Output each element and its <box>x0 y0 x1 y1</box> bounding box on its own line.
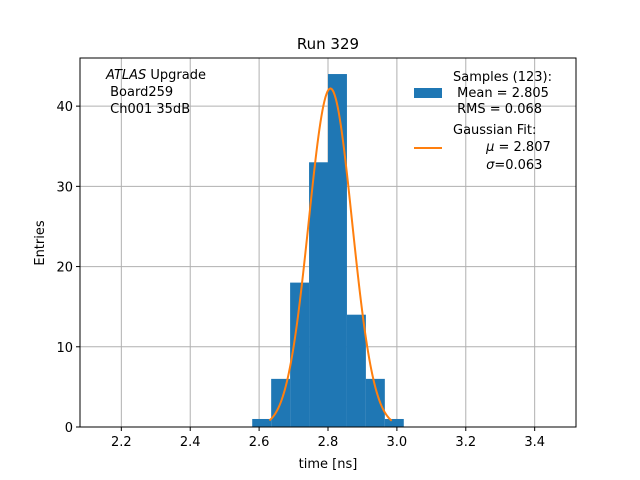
legend-sigma-value: =0.063 <box>494 158 542 173</box>
legend-samples-swatch <box>414 88 442 98</box>
y-axis-ticks: 0 10 20 30 40 <box>56 100 80 436</box>
annotation-channel: Ch001 35dB <box>106 102 190 117</box>
legend-mu-symbol: μ <box>485 140 494 155</box>
legend-fit-title: Gaussian Fit: <box>453 123 536 138</box>
histogram-bar <box>252 418 272 427</box>
legend-samples-title: Samples (123): <box>453 70 552 85</box>
y-tick-label: 0 <box>65 421 73 436</box>
x-tick-label: 2.6 <box>249 435 270 450</box>
legend-mu-value: = 2.807 <box>494 140 550 155</box>
y-tick-label: 30 <box>56 180 73 195</box>
x-tick-label: 2.4 <box>180 435 201 450</box>
legend-fit-mu: μ = 2.807 <box>453 140 571 155</box>
gaussian-fit-layer <box>268 87 393 422</box>
histogram-bars <box>252 74 404 428</box>
histogram-bar <box>384 418 404 427</box>
x-tick-label: 3.2 <box>455 435 476 450</box>
annotation-board: Board259 <box>106 85 173 100</box>
x-tick-label: 2.2 <box>111 435 132 450</box>
y-axis-label: Entries <box>33 220 48 266</box>
y-tick-label: 40 <box>56 100 73 115</box>
annotation-line1: ATLAS Upgrade <box>105 68 206 83</box>
histogram-bar <box>328 74 347 427</box>
legend: Samples (123): Mean = 2.805 RMS = 0.068 … <box>414 70 571 173</box>
y-tick-label: 10 <box>56 341 73 356</box>
histogram-bar <box>290 282 310 427</box>
legend-sigma-symbol: σ <box>486 158 495 173</box>
gaussian-fit-curve <box>268 87 393 422</box>
histogram-bar <box>309 162 328 428</box>
histogram-bar <box>365 378 385 427</box>
x-axis-label: time [ns] <box>299 457 358 472</box>
x-tick-label: 3.4 <box>524 435 545 450</box>
legend-samples-rms: RMS = 0.068 <box>453 102 542 117</box>
chart-title: Run 329 <box>297 35 359 53</box>
x-tick-label: 3.0 <box>387 435 408 450</box>
annotation-atlas: ATLAS <box>105 68 146 83</box>
atlas-annotation: ATLAS Upgrade Board259 Ch001 35dB <box>105 68 206 117</box>
x-axis-ticks: 2.2 2.4 2.6 2.8 3.0 3.2 3.4 <box>111 427 545 450</box>
y-tick-label: 20 <box>56 261 73 276</box>
legend-samples-mean: Mean = 2.805 <box>453 86 549 101</box>
legend-fit-sigma: σ=0.063 <box>453 158 563 173</box>
histogram-bar <box>346 314 366 427</box>
annotation-upgrade: Upgrade <box>146 68 206 83</box>
x-tick-label: 2.8 <box>318 435 339 450</box>
